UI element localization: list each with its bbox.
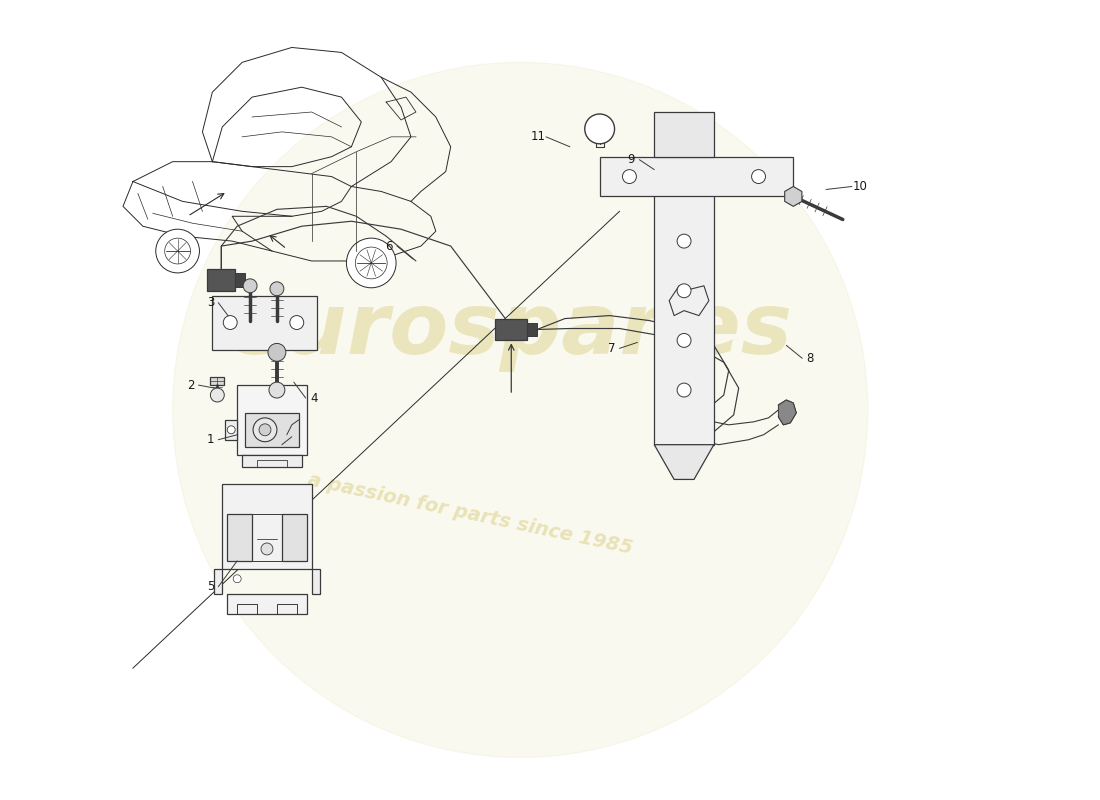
Polygon shape	[214, 569, 222, 594]
Polygon shape	[228, 514, 252, 561]
Circle shape	[678, 334, 691, 347]
Polygon shape	[684, 408, 712, 430]
Polygon shape	[242, 454, 301, 466]
Circle shape	[678, 383, 691, 397]
Polygon shape	[208, 269, 235, 290]
Text: 6: 6	[385, 239, 393, 253]
Polygon shape	[779, 400, 796, 425]
Text: 2: 2	[187, 378, 195, 392]
Text: eurospar.es: eurospar.es	[228, 289, 793, 372]
Polygon shape	[784, 186, 802, 206]
Text: 3: 3	[207, 296, 215, 309]
Circle shape	[355, 247, 387, 279]
Polygon shape	[245, 413, 299, 446]
Text: 5: 5	[207, 580, 215, 593]
Circle shape	[156, 229, 199, 273]
Text: 1: 1	[207, 434, 215, 446]
Polygon shape	[282, 514, 307, 561]
Circle shape	[268, 343, 286, 362]
Circle shape	[165, 238, 190, 264]
Circle shape	[678, 284, 691, 298]
Circle shape	[223, 315, 238, 330]
Circle shape	[253, 418, 277, 442]
Polygon shape	[222, 485, 311, 569]
Circle shape	[228, 426, 235, 434]
Text: 9: 9	[628, 153, 635, 166]
Circle shape	[751, 170, 766, 183]
Circle shape	[585, 114, 615, 144]
Polygon shape	[238, 385, 307, 454]
Polygon shape	[600, 157, 793, 197]
Text: 4: 4	[310, 391, 318, 405]
Text: 8: 8	[806, 352, 814, 365]
Text: 7: 7	[608, 342, 615, 355]
Circle shape	[210, 388, 224, 402]
Circle shape	[261, 543, 273, 555]
Polygon shape	[311, 569, 320, 594]
Circle shape	[173, 62, 868, 758]
Polygon shape	[654, 445, 714, 479]
Polygon shape	[226, 420, 238, 440]
Polygon shape	[654, 157, 714, 445]
Circle shape	[678, 234, 691, 248]
Polygon shape	[228, 594, 307, 614]
Text: a passion for parts since 1985: a passion for parts since 1985	[306, 470, 635, 558]
Circle shape	[346, 238, 396, 288]
Circle shape	[258, 424, 271, 436]
Circle shape	[289, 315, 304, 330]
Polygon shape	[210, 377, 224, 385]
Circle shape	[243, 279, 257, 293]
Polygon shape	[212, 296, 317, 350]
Circle shape	[270, 282, 284, 296]
Circle shape	[270, 382, 285, 398]
Circle shape	[233, 574, 241, 582]
Circle shape	[623, 170, 637, 183]
Polygon shape	[235, 273, 245, 286]
Text: 11: 11	[530, 130, 546, 143]
Polygon shape	[527, 322, 537, 337]
Polygon shape	[654, 112, 714, 157]
Text: 10: 10	[852, 180, 867, 193]
Polygon shape	[495, 318, 527, 341]
